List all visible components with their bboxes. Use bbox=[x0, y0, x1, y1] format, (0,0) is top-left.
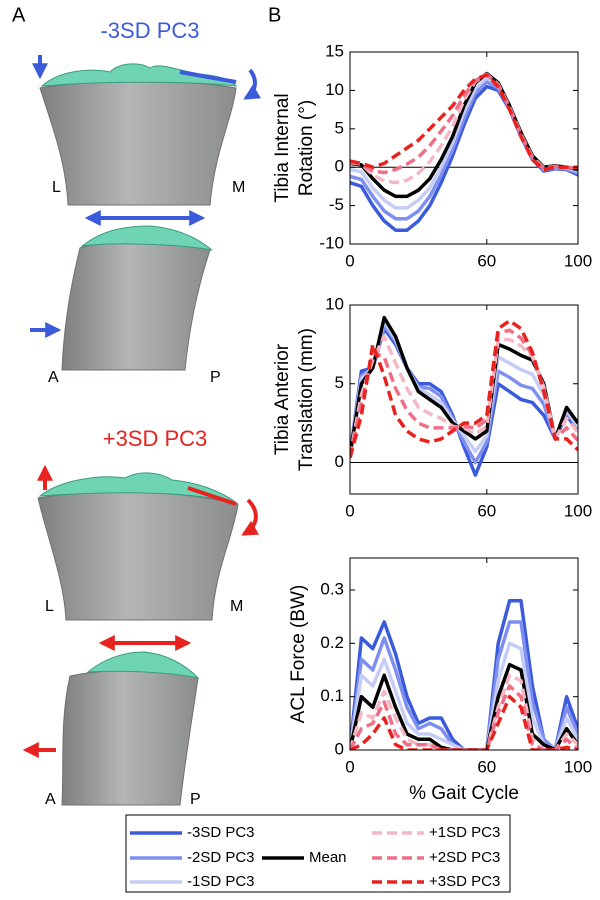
series-line bbox=[350, 323, 578, 465]
view-title: -3SD PC3 bbox=[100, 18, 199, 43]
tibia-view: A P bbox=[30, 210, 221, 386]
series-line bbox=[350, 620, 578, 750]
view-title: +3SD PC3 bbox=[103, 426, 208, 451]
y-tick-label: 15 bbox=[325, 41, 344, 60]
y-tick-label: 10 bbox=[325, 294, 344, 313]
x-tick-label: 100 bbox=[564, 251, 592, 270]
x-tick-label: 60 bbox=[477, 757, 496, 776]
y-axis-label: ACL Force (BW) bbox=[288, 585, 309, 724]
tibia-view: A P bbox=[22, 635, 201, 808]
tibia-view: L M bbox=[32, 55, 262, 206]
tibia-view: L M bbox=[37, 464, 260, 621]
series-line bbox=[350, 319, 578, 459]
view-label: A bbox=[48, 369, 59, 386]
panel-a: A -3SD PC3 L M A P +3SD PC3 L M bbox=[12, 4, 262, 808]
legend-label: +1SD PC3 bbox=[429, 824, 500, 841]
chart: -10 -5 0 5 10 15 0 60 100 Tibia Internal Rotation … bbox=[272, 41, 592, 270]
axes-frame bbox=[349, 51, 579, 245]
y-tick-label: 0 bbox=[335, 739, 344, 758]
x-tick-label: 0 bbox=[345, 757, 354, 776]
legend-label: -3SD PC3 bbox=[187, 824, 255, 841]
y-axis-label: Translation (mm) bbox=[296, 328, 317, 471]
y-tick-label: 0 bbox=[335, 452, 344, 471]
view-label: M bbox=[230, 598, 243, 615]
view-label: L bbox=[45, 598, 54, 615]
y-tick-label: -5 bbox=[329, 195, 344, 214]
x-tick-label: 100 bbox=[564, 757, 592, 776]
x-tick-label: 60 bbox=[477, 501, 496, 520]
panel-label: B bbox=[268, 4, 281, 26]
x-tick-label: 60 bbox=[477, 251, 496, 270]
series-line bbox=[350, 641, 578, 750]
axes-frame bbox=[349, 304, 579, 495]
y-tick-label: -10 bbox=[319, 233, 344, 252]
x-tick-label: 0 bbox=[345, 251, 354, 270]
chart: 0 0.1 0.2 0.3 0 60 100 ACL Force (BW) % Gait Cyc… bbox=[288, 557, 592, 804]
legend-label: -1SD PC3 bbox=[187, 873, 255, 890]
series-line bbox=[350, 326, 578, 477]
series-line bbox=[350, 662, 578, 750]
y-tick-label: 5 bbox=[335, 373, 344, 392]
legend-label: Mean bbox=[309, 849, 347, 866]
legend-box bbox=[125, 814, 511, 893]
y-tick-label: 0.3 bbox=[320, 579, 344, 598]
legend-label: +2SD PC3 bbox=[429, 849, 500, 866]
legend-label: +3SD PC3 bbox=[429, 873, 500, 890]
series-line bbox=[350, 684, 578, 750]
y-tick-label: 0.2 bbox=[320, 633, 344, 652]
y-tick-label: 5 bbox=[335, 118, 344, 137]
legend: -3SD PC3 -2SD PC3 -1SD PC3 Mean +1SD PC3 +2SD… bbox=[130, 824, 500, 890]
series-line bbox=[350, 73, 578, 172]
y-tick-label: 0.1 bbox=[320, 686, 344, 705]
legend-label: -2SD PC3 bbox=[187, 849, 255, 866]
y-axis-label: Tibia Internal bbox=[272, 93, 293, 202]
view-label: M bbox=[232, 179, 245, 196]
y-axis-label: Rotation (°) bbox=[296, 100, 317, 196]
y-tick-label: 0 bbox=[335, 157, 344, 176]
view-label: L bbox=[52, 179, 61, 196]
y-axis-label: Tibia Anterior bbox=[272, 343, 293, 455]
x-axis-label: % Gait Cycle bbox=[409, 783, 519, 804]
x-tick-label: 100 bbox=[564, 501, 592, 520]
view-label: P bbox=[210, 369, 221, 386]
panel-label: A bbox=[12, 4, 26, 26]
axes-frame bbox=[349, 557, 579, 751]
view-label: P bbox=[190, 791, 201, 808]
view-label: A bbox=[45, 791, 56, 808]
y-tick-label: 10 bbox=[325, 80, 344, 99]
x-tick-label: 0 bbox=[345, 501, 354, 520]
